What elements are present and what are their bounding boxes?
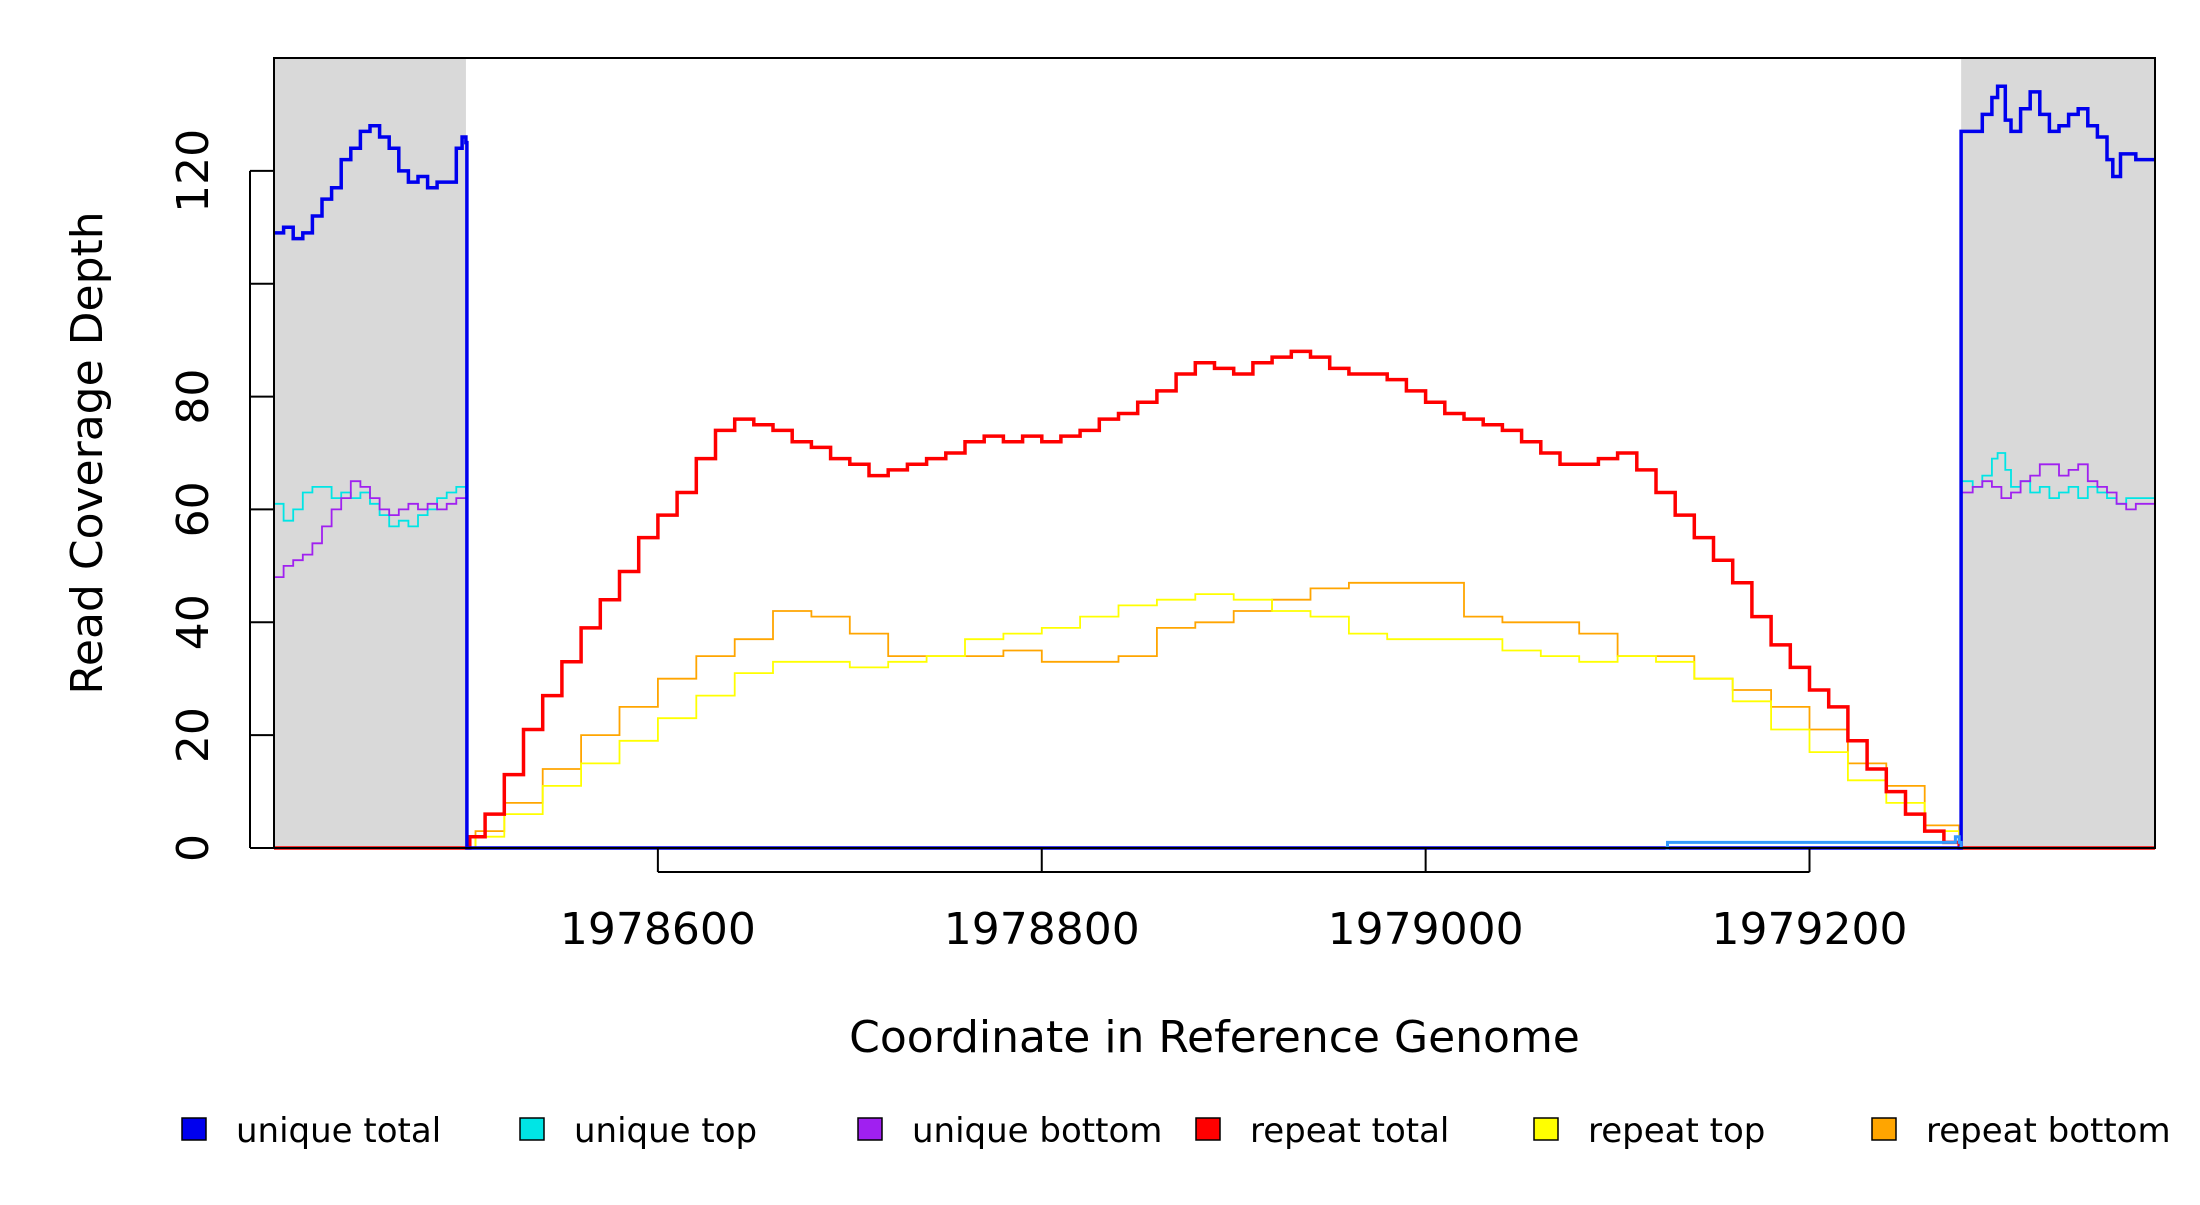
series-line-repeat-bottom [274,581,2155,849]
legend: unique total unique top unique bottom repea… [181,1111,2171,1151]
series-line-unique-bottom [274,463,2155,849]
axes: 0 20 40 60 80 120 1978600 1978800 1979000 1979200 [168,129,1907,955]
shaded-region-1 [1961,58,2155,848]
y-tick-label-80: 80 [168,369,219,425]
plot-frame [273,57,2156,849]
y-tick-label-0: 0 [168,834,219,862]
x-tick-label-1978600: 1978600 [560,904,756,955]
series-line-unique-total [274,84,2155,850]
x-tick-label-1979200: 1979200 [1712,904,1908,955]
series-line-unique-top [274,452,2155,849]
legend-swatch-repeat-bottom [1871,1117,1897,1141]
legend-swatch-unique-bottom [857,1117,883,1141]
legend-swatch-unique-total [181,1117,207,1141]
y-tick-label-60: 60 [168,481,219,537]
x-tick-label-1979000: 1979000 [1328,904,1524,955]
shaded-regions [274,58,2155,848]
legend-swatch-unique-top [519,1117,545,1141]
y-tick-label-120: 120 [168,129,219,213]
series-line-repeat-total [274,349,2155,850]
series-line-repeat-top [274,593,2155,849]
legend-label-unique-total: unique total [236,1111,441,1151]
x-tick-label-1978800: 1978800 [944,904,1140,955]
legend-label-repeat-top: repeat top [1588,1111,1765,1151]
overlay-line-0 [1665,835,1963,850]
shaded-region-0 [274,58,466,848]
legend-swatch-repeat-total [1195,1117,1221,1141]
legend-label-repeat-bottom: repeat bottom [1926,1111,2171,1151]
x-axis-title: Coordinate in Reference Genome [849,1012,1580,1063]
legend-label-repeat-total: repeat total [1250,1111,1449,1151]
legend-label-unique-bottom: unique bottom [912,1111,1162,1151]
y-tick-label-20: 20 [168,707,219,763]
legend-swatch-repeat-top [1533,1117,1559,1141]
y-axis-title: Read Coverage Depth [62,211,113,694]
legend-label-unique-top: unique top [574,1111,757,1151]
series-lines [274,84,2155,850]
y-tick-label-40: 40 [168,594,219,650]
